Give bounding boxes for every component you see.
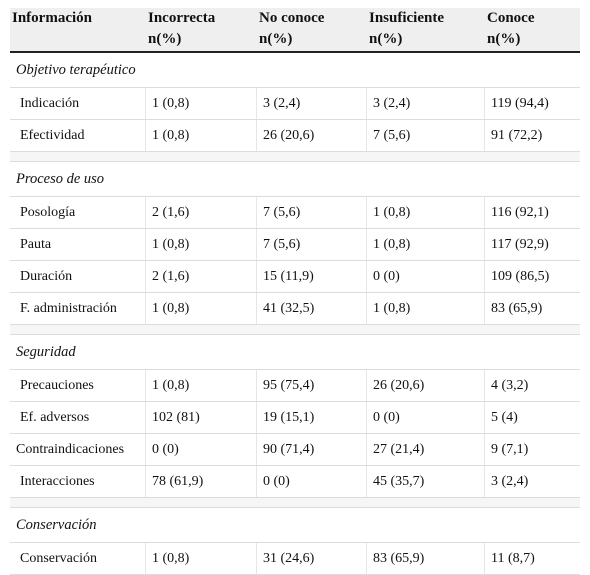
table-cell: 26 (20,6) (367, 370, 485, 401)
header-cell-conoce: Conoce n(%) (485, 8, 580, 51)
table-cell: 78 (61,9) (146, 466, 257, 497)
header-unit: n(%) (148, 31, 182, 47)
table-cell: 7 (5,6) (257, 197, 367, 228)
header-cell-insuficiente: Insuficiente n(%) (367, 8, 485, 51)
table-cell: 3 (2,4) (491, 474, 529, 489)
table-cell: 116 (92,1) (491, 205, 549, 220)
table-row: Precauciones 1 (0,8) 95 (75,4) 26 (20,6) 4 (… (10, 370, 580, 402)
table-cell: 7 (5,6) (367, 120, 485, 151)
table-body: Objetivo terapéutico Indicación 1 (0,8) 3 (… (10, 53, 580, 575)
header-label: Incorrecta (148, 10, 216, 26)
table-header-row: Información Incorrecta n(%) No conoce n(… (10, 8, 580, 53)
table-cell: 4 (3,2) (491, 378, 529, 393)
table-row: Contraindicaciones 0 (0) 90 (71,4) 27 (21,4… (10, 434, 580, 466)
table-cell: 1 (0,8) (146, 370, 257, 401)
section-row: Objetivo terapéutico (10, 53, 580, 88)
table-cell: 2 (1,6) (146, 261, 257, 292)
table-row: Indicación 1 (0,8) 3 (2,4) 3 (2,4) 119 (94,4… (10, 88, 580, 120)
table-cell: 119 (94,4) (491, 96, 549, 111)
table-cell: 15 (11,9) (257, 261, 367, 292)
table-cell: 31 (24,6) (257, 543, 367, 574)
data-table: Información Incorrecta n(%) No conoce n(… (10, 8, 580, 575)
table-row: Duración 2 (1,6) 15 (11,9) 0 (0) 109 (86,5) (10, 261, 580, 293)
header-cell-no-conoce: No conoce n(%) (257, 8, 367, 51)
section-row: Conservación (10, 508, 580, 543)
table-row: Conservación 1 (0,8) 31 (24,6) 83 (65,9) 11 … (10, 543, 580, 575)
header-label: Insuficiente (369, 10, 444, 26)
row-label: F. administración (10, 293, 146, 324)
table-cell: 26 (20,6) (257, 120, 367, 151)
table-cell: 1 (0,8) (146, 543, 257, 574)
row-label: Posología (10, 197, 146, 228)
table-cell: 19 (15,1) (257, 402, 367, 433)
table-cell: 2 (1,6) (146, 197, 257, 228)
section-spacer (10, 152, 580, 162)
table-row: F. administración 1 (0,8) 41 (32,5) 1 (0,8)… (10, 293, 580, 325)
table-cell: 109 (86,5) (491, 269, 550, 284)
table-cell: 0 (0) (146, 434, 257, 465)
table-cell: 1 (0,8) (146, 229, 257, 260)
header-unit: n(%) (259, 31, 293, 47)
table-cell: 102 (81) (146, 402, 257, 433)
table-cell: 1 (0,8) (146, 293, 257, 324)
header-cell-informacion: Información (10, 8, 146, 51)
table-cell: 45 (35,7) (367, 466, 485, 497)
table-cell: 1 (0,8) (146, 120, 257, 151)
table-cell: 41 (32,5) (257, 293, 367, 324)
section-title: Proceso de uso (16, 171, 105, 187)
section-row: Seguridad (10, 335, 580, 370)
table-row: Posología 2 (1,6) 7 (5,6) 1 (0,8) 116 (92,1) (10, 197, 580, 229)
section-title: Objetivo terapéutico (16, 62, 136, 78)
table-cell: 83 (65,9) (491, 301, 543, 316)
row-label: Duración (10, 261, 146, 292)
table-row: Interacciones 78 (61,9) 0 (0) 45 (35,7) 3 (2… (10, 466, 580, 498)
table-cell: 5 (4) (491, 410, 518, 425)
header-label: Conoce (487, 10, 535, 26)
table-cell: 1 (0,8) (367, 229, 485, 260)
section-title: Seguridad (16, 344, 76, 360)
row-label: Indicación (10, 88, 146, 119)
table-cell: 9 (7,1) (491, 442, 529, 457)
table-cell: 7 (5,6) (257, 229, 367, 260)
table-cell: 1 (0,8) (367, 197, 485, 228)
section-spacer (10, 325, 580, 335)
table-cell: 3 (2,4) (257, 88, 367, 119)
table-cell: 1 (0,8) (146, 88, 257, 119)
table-cell: 11 (8,7) (491, 551, 535, 566)
row-label: Interacciones (10, 466, 146, 497)
row-label: Precauciones (10, 370, 146, 401)
row-label: Efectividad (10, 120, 146, 151)
table-row: Pauta 1 (0,8) 7 (5,6) 1 (0,8) 117 (92,9) (10, 229, 580, 261)
header-unit: n(%) (487, 31, 521, 47)
table-cell: 95 (75,4) (257, 370, 367, 401)
table-cell: 1 (0,8) (367, 293, 485, 324)
section-row: Proceso de uso (10, 162, 580, 197)
table-cell: 3 (2,4) (367, 88, 485, 119)
header-label: Información (12, 10, 92, 26)
section-title: Conservación (16, 517, 97, 533)
table-row: Ef. adversos 102 (81) 19 (15,1) 0 (0) 5 (4) (10, 402, 580, 434)
table-cell: 83 (65,9) (367, 543, 485, 574)
table-cell: 91 (72,2) (491, 128, 543, 143)
table-row: Efectividad 1 (0,8) 26 (20,6) 7 (5,6) 91 (72… (10, 120, 580, 152)
table-cell: 0 (0) (367, 402, 485, 433)
table-cell: 90 (71,4) (257, 434, 367, 465)
table-cell: 27 (21,4) (367, 434, 485, 465)
row-label: Conservación (10, 543, 146, 574)
header-unit: n(%) (369, 31, 403, 47)
table-cell: 117 (92,9) (491, 237, 549, 252)
row-label: Contraindicaciones (10, 434, 146, 465)
table-cell: 0 (0) (367, 261, 485, 292)
section-spacer (10, 498, 580, 508)
row-label: Ef. adversos (10, 402, 146, 433)
header-cell-incorrecta: Incorrecta n(%) (146, 8, 257, 51)
row-label: Pauta (10, 229, 146, 260)
header-label: No conoce (259, 10, 325, 26)
table-cell: 0 (0) (257, 466, 367, 497)
